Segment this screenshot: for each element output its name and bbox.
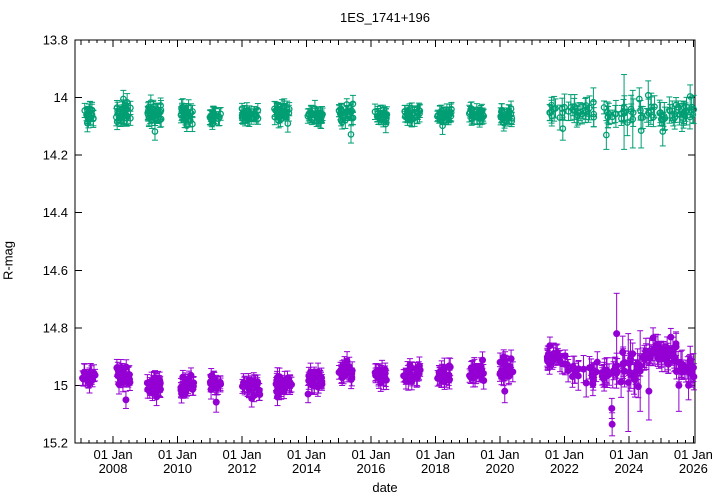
svg-text:13.8: 13.8 — [43, 33, 68, 48]
svg-text:2018: 2018 — [421, 461, 450, 476]
data-points — [81, 91, 698, 139]
svg-text:01 Jan: 01 Jan — [287, 447, 326, 462]
svg-text:01 Jan: 01 Jan — [674, 447, 713, 462]
svg-text:2016: 2016 — [357, 461, 386, 476]
axes-frame — [74, 39, 696, 444]
series-green-open-circles — [81, 74, 698, 150]
tick-marks — [75, 39, 695, 444]
svg-text:2010: 2010 — [163, 461, 192, 476]
svg-text:2014: 2014 — [292, 461, 321, 476]
data-points — [79, 330, 698, 428]
svg-text:2026: 2026 — [679, 461, 708, 476]
svg-text:01 Jan: 01 Jan — [545, 447, 584, 462]
svg-text:15: 15 — [54, 378, 68, 393]
svg-text:01 Jan: 01 Jan — [480, 447, 519, 462]
svg-text:14.4: 14.4 — [43, 205, 68, 220]
error-bars — [79, 292, 697, 437]
svg-text:15.2: 15.2 — [43, 436, 68, 451]
svg-text:01 Jan: 01 Jan — [158, 447, 197, 462]
svg-text:01 Jan: 01 Jan — [609, 447, 648, 462]
svg-text:01 Jan: 01 Jan — [416, 447, 455, 462]
svg-text:01 Jan: 01 Jan — [94, 447, 133, 462]
y-tick-labels: 13.8 14 14.2 14.4 14.6 14.8 15 15.2 — [43, 33, 68, 451]
svg-text:14.6: 14.6 — [43, 263, 68, 278]
svg-text:01 Jan: 01 Jan — [222, 447, 261, 462]
svg-text:2008: 2008 — [99, 461, 128, 476]
series-purple-filled-circles — [79, 292, 698, 437]
svg-text:2012: 2012 — [228, 461, 257, 476]
svg-text:14.8: 14.8 — [43, 320, 68, 335]
chart-title: 1ES_1741+196 — [339, 10, 430, 25]
x-axis-label: date — [372, 480, 398, 495]
svg-text:14.2: 14.2 — [43, 148, 68, 163]
svg-text:01 Jan: 01 Jan — [351, 447, 390, 462]
svg-text:2024: 2024 — [614, 461, 643, 476]
svg-text:2022: 2022 — [550, 461, 579, 476]
svg-text:14: 14 — [54, 90, 68, 105]
svg-text:2020: 2020 — [485, 461, 514, 476]
